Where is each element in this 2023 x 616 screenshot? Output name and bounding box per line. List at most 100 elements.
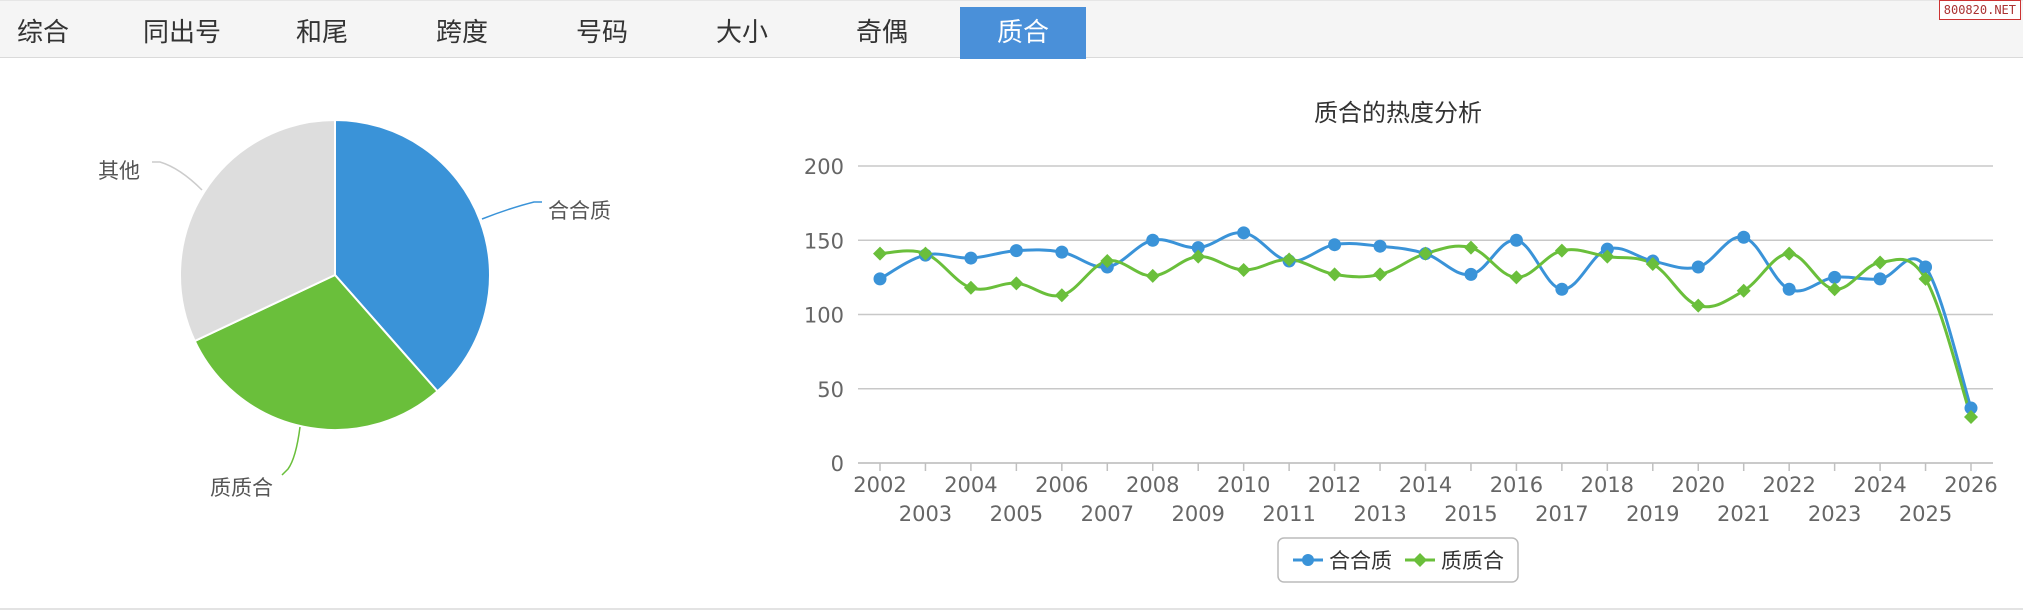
- x-tick-label: 2009: [1171, 502, 1224, 526]
- y-tick-label: 200: [804, 155, 844, 179]
- legend-marker-hhz: [1302, 554, 1314, 566]
- tab-span[interactable]: 跨度: [435, 18, 488, 48]
- y-tick-label: 100: [804, 304, 844, 328]
- line-chart: 质合的热度分析 0 50 100 150 200 2002 2003 2004 2005 200…: [804, 99, 1998, 583]
- pie-label: 其他: [98, 159, 140, 183]
- data-point[interactable]: [1191, 249, 1206, 264]
- tab-number[interactable]: 号码: [575, 18, 628, 48]
- data-point[interactable]: [1918, 271, 1933, 286]
- y-tick-label: 0: [831, 452, 844, 476]
- data-point[interactable]: [1782, 246, 1797, 261]
- data-point[interactable]: [1009, 276, 1024, 291]
- pie-slice[interactable]: [193, 273, 439, 431]
- series-line: [879, 244, 1973, 418]
- data-point[interactable]: [1009, 244, 1023, 258]
- data-point[interactable]: [1373, 239, 1387, 253]
- legend: 合合质 质质合: [1277, 537, 1519, 583]
- x-tick-label: 2024: [1853, 473, 1906, 497]
- x-tick-label: 2005: [990, 502, 1043, 526]
- data-point[interactable]: [1328, 238, 1342, 252]
- data-point[interactable]: [1554, 243, 1569, 258]
- data-point[interactable]: [1691, 260, 1705, 274]
- data-point[interactable]: [1146, 233, 1160, 247]
- pie-connector: [281, 426, 301, 476]
- tab-sum-tail[interactable]: 和尾: [295, 18, 348, 48]
- data-point[interactable]: [1191, 241, 1205, 255]
- data-point[interactable]: [1418, 246, 1433, 261]
- pie-connector: [152, 161, 203, 191]
- data-point[interactable]: [963, 280, 978, 295]
- x-tick-label: 2013: [1353, 502, 1406, 526]
- pie-label: 合合质: [548, 199, 611, 223]
- data-point[interactable]: [1464, 267, 1478, 281]
- data-point[interactable]: [1236, 262, 1251, 277]
- tab-comprehensive[interactable]: 综合: [16, 18, 69, 48]
- tab-odd-even[interactable]: 奇偶: [855, 18, 908, 48]
- data-point[interactable]: [1600, 249, 1615, 264]
- data-point[interactable]: [1055, 245, 1069, 259]
- data-point[interactable]: [1555, 282, 1569, 296]
- data-point[interactable]: [1373, 267, 1388, 282]
- x-tick-label: 2011: [1262, 502, 1315, 526]
- data-point[interactable]: [1100, 254, 1115, 269]
- data-point[interactable]: [1509, 270, 1524, 285]
- data-point[interactable]: [1737, 230, 1751, 244]
- x-tick-label: 2012: [1308, 473, 1361, 497]
- x-tick-label: 2016: [1490, 473, 1543, 497]
- legend-marker-zzh: [1413, 553, 1427, 567]
- divider: [0, 608, 2023, 610]
- data-point[interactable]: [1054, 288, 1069, 303]
- data-point[interactable]: [918, 246, 933, 261]
- data-point[interactable]: [1873, 272, 1887, 286]
- tab-same-numbers[interactable]: 同出号: [142, 18, 221, 48]
- data-point[interactable]: [1691, 298, 1706, 313]
- tab-size[interactable]: 大小: [715, 18, 768, 48]
- data-point[interactable]: [873, 246, 887, 261]
- x-tick-label: 2017: [1535, 502, 1588, 526]
- watermark: 800820.NET: [1938, 0, 2021, 20]
- legend-label-zzh[interactable]: 质质合: [1441, 549, 1504, 573]
- x-tick-label: 2014: [1399, 473, 1452, 497]
- x-tick-label: 2015: [1444, 502, 1497, 526]
- data-point[interactable]: [1327, 267, 1342, 282]
- y-tick-label: 50: [817, 378, 844, 402]
- x-tick-label: 2007: [1081, 502, 1134, 526]
- x-tick-label: 2026: [1944, 473, 1997, 497]
- pie-slice[interactable]: [179, 118, 336, 343]
- data-point[interactable]: [1736, 283, 1751, 298]
- data-point[interactable]: [1509, 233, 1523, 247]
- chart-title: 质合的热度分析: [1314, 99, 1482, 127]
- pie-label: 质质合: [210, 476, 273, 500]
- data-point[interactable]: [873, 272, 887, 286]
- x-tick-label: 2025: [1899, 502, 1952, 526]
- data-point[interactable]: [1463, 240, 1478, 255]
- data-point[interactable]: [1782, 282, 1796, 296]
- data-point[interactable]: [1964, 409, 1978, 424]
- data-point[interactable]: [1919, 260, 1933, 274]
- data-point[interactable]: [1600, 242, 1614, 256]
- data-point[interactable]: [964, 251, 978, 265]
- x-tick-label: 2002: [853, 473, 906, 497]
- tab-prime-composite[interactable]: 质合: [960, 7, 1086, 59]
- y-tick-label: 150: [804, 229, 844, 253]
- pie-connector: [481, 201, 542, 220]
- x-tick-label: 2018: [1581, 473, 1634, 497]
- data-point[interactable]: [1873, 255, 1888, 270]
- data-point[interactable]: [1828, 270, 1842, 284]
- x-tick-label: 2021: [1717, 502, 1770, 526]
- x-tick-label: 2019: [1626, 502, 1679, 526]
- pie-slice[interactable]: [334, 118, 491, 393]
- data-point[interactable]: [1827, 282, 1842, 297]
- tab-bar: 综合 同出号 和尾 跨度 号码 大小 奇偶 质合: [0, 0, 2023, 59]
- data-point[interactable]: [1145, 268, 1160, 283]
- legend-label-hhz[interactable]: 合合质: [1329, 549, 1392, 573]
- x-tick-label: 2008: [1126, 473, 1179, 497]
- data-point[interactable]: [1964, 401, 1978, 415]
- data-point[interactable]: [1645, 257, 1660, 272]
- x-tick-label: 2003: [899, 502, 952, 526]
- x-tick-label: 2023: [1808, 502, 1861, 526]
- data-point[interactable]: [1282, 252, 1297, 267]
- x-tick-label: 2022: [1762, 473, 1815, 497]
- data-point[interactable]: [1237, 226, 1251, 240]
